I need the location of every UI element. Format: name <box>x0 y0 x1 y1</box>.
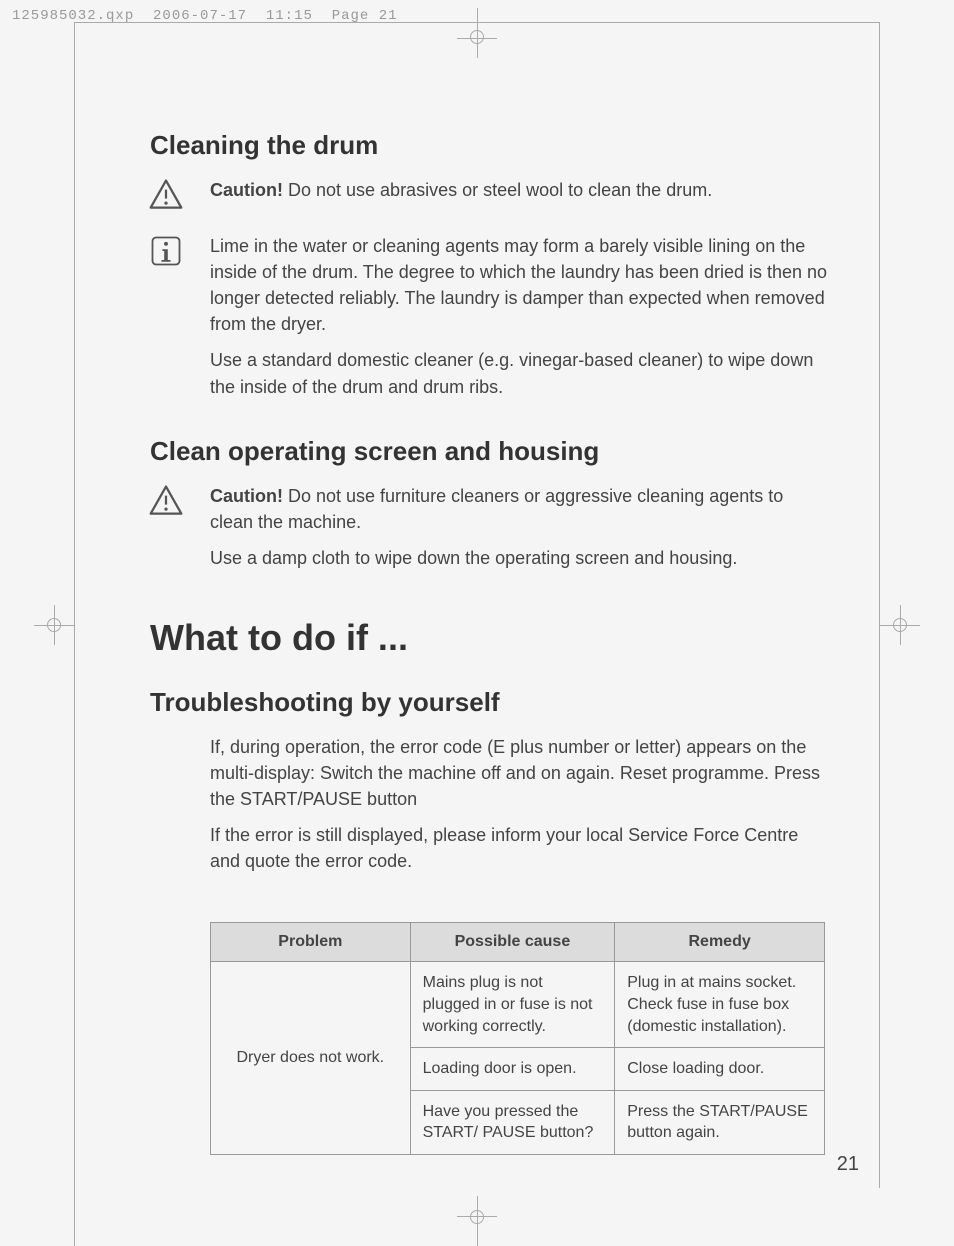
heading-what-to-do: What to do if ... <box>150 617 830 659</box>
page-content: Cleaning the drum Caution! Do not use ab… <box>150 130 830 1191</box>
registration-mark-bottom <box>462 1196 492 1246</box>
registration-mark-left <box>34 610 74 640</box>
caution-body: Do not use abrasives or steel wool to cl… <box>283 180 712 200</box>
caution-text-2: Caution! Do not use furniture cleaners o… <box>210 483 830 535</box>
wipe-instruction: Use a damp cloth to wipe down the operat… <box>210 545 830 571</box>
troubleshoot-table: Problem Possible cause Remedy Dryer does… <box>210 922 825 1155</box>
th-problem: Problem <box>211 923 411 962</box>
info-icon <box>148 233 184 269</box>
page-number: 21 <box>837 1153 859 1176</box>
cell-problem: Dryer does not work. <box>211 962 411 1155</box>
cell-remedy: Plug in at mains socket. Check fuse in f… <box>615 962 825 1048</box>
cell-cause: Have you pressed the START/ PAUSE button… <box>410 1090 615 1154</box>
heading-clean-screen: Clean operating screen and housing <box>150 436 830 467</box>
caution-label-2: Caution! <box>210 486 283 506</box>
cell-cause: Loading door is open. <box>410 1048 615 1091</box>
cell-remedy: Close loading door. <box>615 1048 825 1091</box>
section-troubleshooting: Troubleshooting by yourself If, during o… <box>150 687 830 1155</box>
table-row: Dryer does not work. Mains plug is not p… <box>211 962 825 1048</box>
info-row: Lime in the water or cleaning agents may… <box>150 233 830 400</box>
th-cause: Possible cause <box>410 923 615 962</box>
heading-troubleshooting: Troubleshooting by yourself <box>150 687 830 718</box>
info-paragraph-2: Use a standard domestic cleaner (e.g. vi… <box>210 347 830 399</box>
caution-row: Caution! Do not use abrasives or steel w… <box>150 177 830 203</box>
caution-body-2: Do not use furniture cleaners or aggress… <box>210 486 783 532</box>
registration-mark-right <box>880 610 920 640</box>
troubleshoot-p1: If, during operation, the error code (E … <box>210 734 830 812</box>
caution-row-2: Caution! Do not use furniture cleaners o… <box>150 483 830 571</box>
warning-icon <box>148 177 184 213</box>
troubleshoot-p2: If the error is still displayed, please … <box>210 822 830 874</box>
section-clean-screen: Clean operating screen and housing Cauti… <box>150 436 830 571</box>
cell-remedy: Press the START/PAUSE button again. <box>615 1090 825 1154</box>
table-header-row: Problem Possible cause Remedy <box>211 923 825 962</box>
warning-icon <box>148 483 184 519</box>
page-frame-left-edge <box>74 22 75 1246</box>
cell-cause: Mains plug is not plugged in or fuse is … <box>410 962 615 1048</box>
caution-label: Caution! <box>210 180 283 200</box>
th-remedy: Remedy <box>615 923 825 962</box>
info-paragraph-1: Lime in the water or cleaning agents may… <box>210 233 830 337</box>
caution-text: Caution! Do not use abrasives or steel w… <box>210 177 830 203</box>
heading-cleaning-drum: Cleaning the drum <box>150 130 830 161</box>
section-cleaning-drum: Cleaning the drum Caution! Do not use ab… <box>150 130 830 400</box>
